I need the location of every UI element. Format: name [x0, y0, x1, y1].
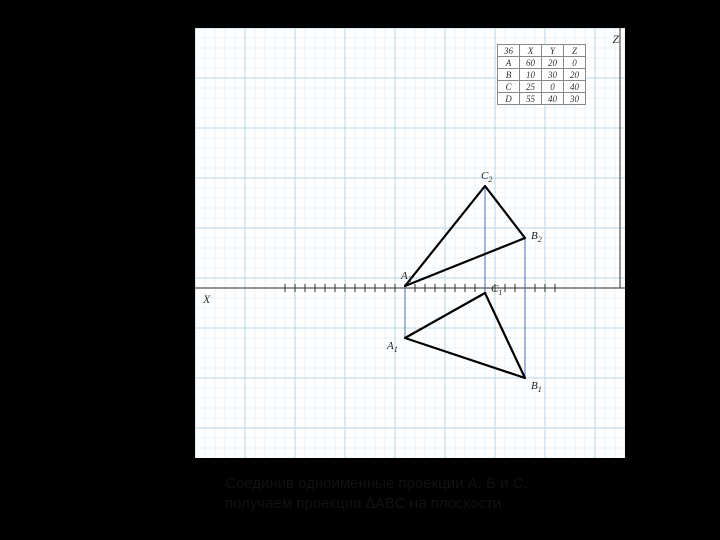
point-label-B2: B2 — [531, 230, 542, 244]
caption-triangle: ∆ — [366, 495, 375, 512]
point-label-A1: A1 — [387, 340, 398, 354]
point-label-B1: B1 — [531, 380, 542, 394]
stage: X Z A1 B1 C1 A2 B2 C2 36XYZA60200B103020C2504… — [0, 0, 720, 540]
coord-table: 36XYZA60200B103020C25040D554030 — [497, 44, 586, 105]
caption-line2a: получаем проекции — [225, 495, 366, 512]
caption-line1: Соединив одноименные проекции A, B и C, — [225, 475, 528, 492]
point-label-C2: C2 — [481, 170, 492, 184]
point-label-A2: A2 — [401, 270, 412, 284]
caption: Соединив одноименные проекции A, B и C, … — [225, 474, 595, 515]
drawing-area: X Z A1 B1 C1 A2 B2 C2 36XYZA60200B103020C2504… — [195, 28, 625, 458]
point-label-C1: C1 — [491, 283, 502, 297]
caption-line2b: ABC на плоскости — [375, 495, 502, 512]
axis-label-z: Z — [612, 32, 619, 47]
axis-label-x: X — [203, 292, 210, 307]
